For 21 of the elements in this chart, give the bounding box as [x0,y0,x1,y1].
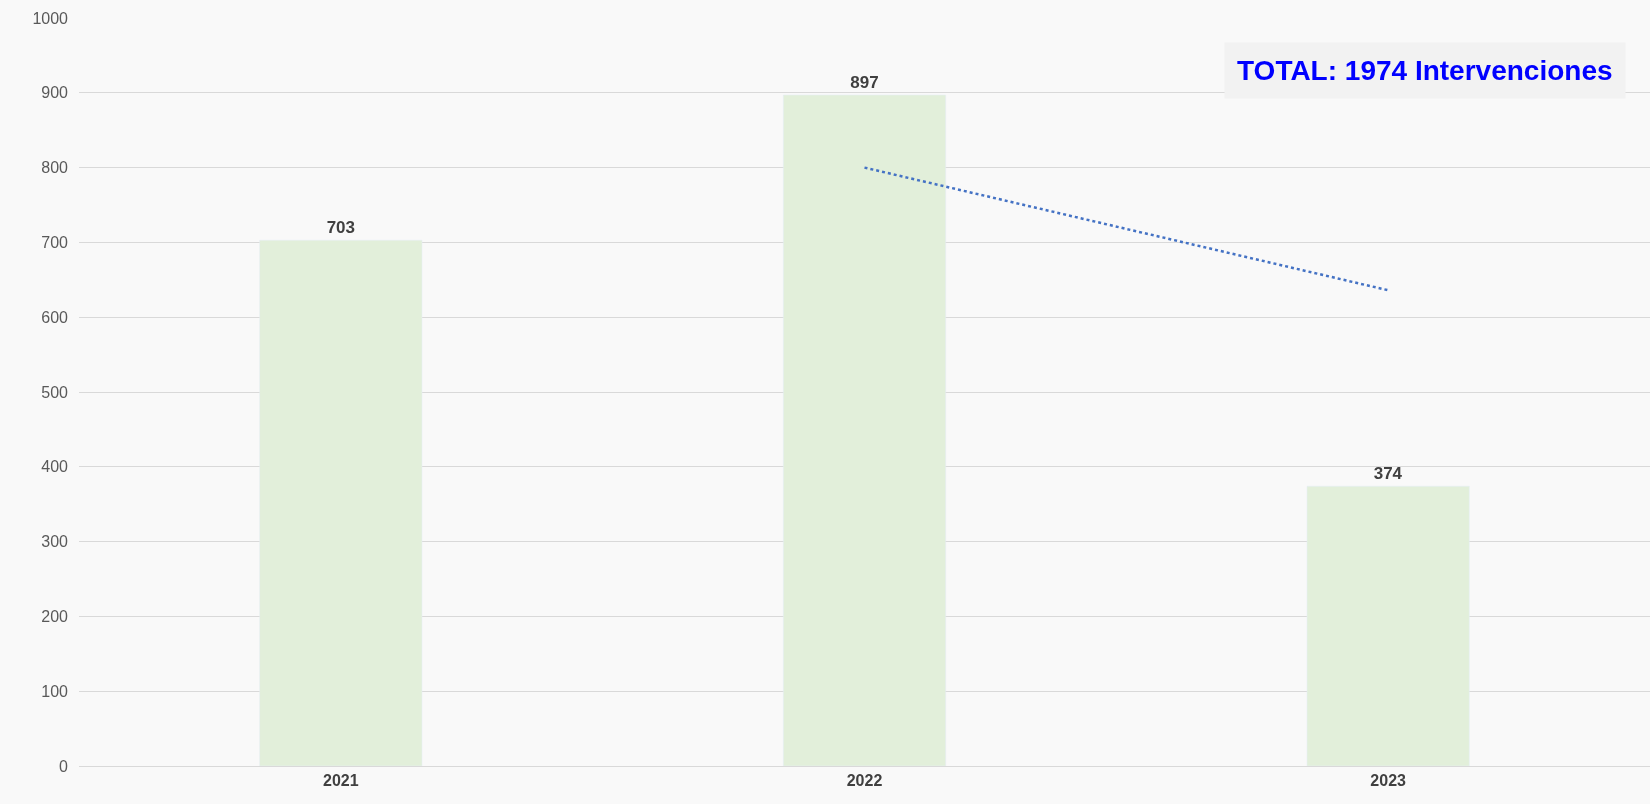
y-tick-label: 0 [59,757,69,775]
data-label: 374 [1373,464,1403,484]
y-tick-label: 600 [41,308,69,326]
y-tick-label: 800 [41,159,69,177]
x-tick-label: 2023 [1370,772,1407,790]
x-tick-label: 2022 [846,772,883,790]
y-tick-label: 300 [41,533,69,551]
y-tick-label: 400 [41,458,69,476]
annotation: TOTAL: 1974 Intervenciones [1237,55,1613,86]
y-tick-label: 200 [41,608,69,625]
data-label: 897 [850,73,879,93]
y-tick-label: 900 [41,84,69,102]
x-tick-label: 2021 [323,772,359,790]
y-tick-label: 700 [41,234,69,251]
y-tick-label: 500 [41,383,69,401]
bar [259,239,423,766]
y-tick-label: 100 [41,682,69,700]
data-label: 703 [326,218,356,238]
y-tick-label: 1000 [32,9,69,27]
bar [1306,486,1470,766]
bar [783,94,946,766]
